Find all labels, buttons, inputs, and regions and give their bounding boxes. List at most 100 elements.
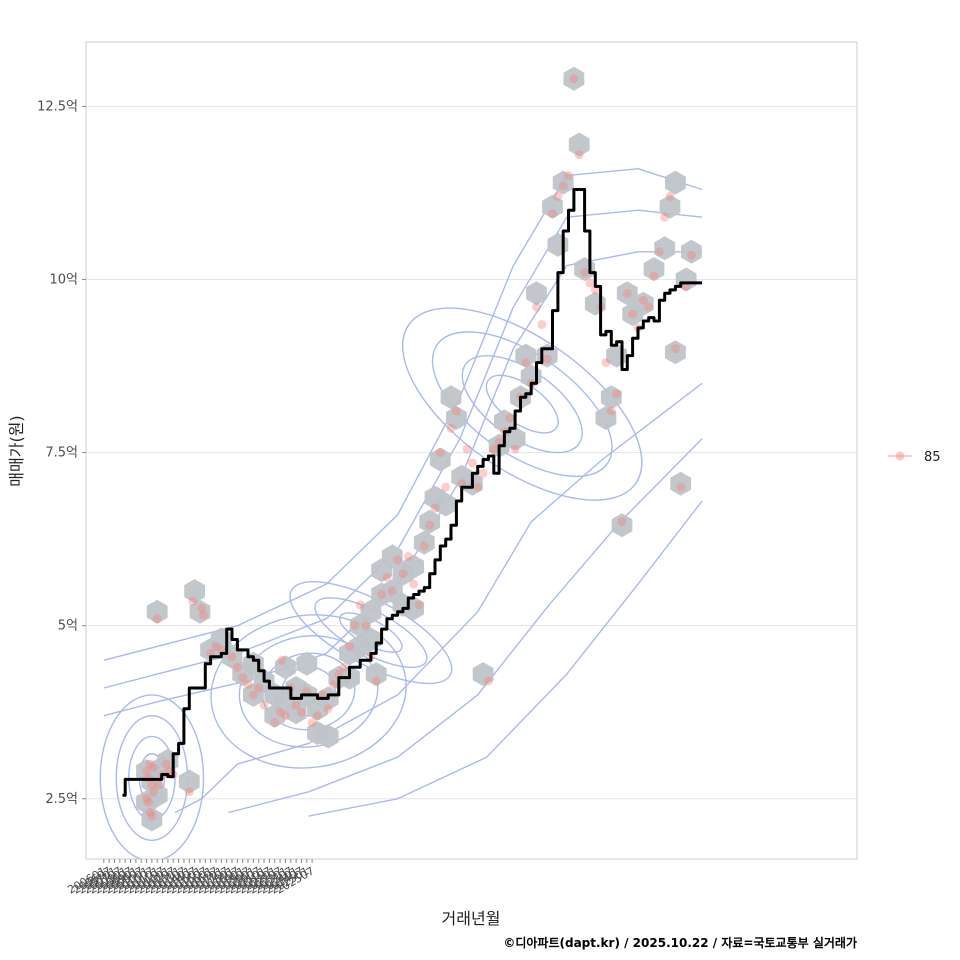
hexbin (435, 492, 457, 517)
hexbin (275, 655, 296, 680)
data-point (296, 707, 306, 717)
hexbin (440, 385, 462, 410)
hexbin (413, 530, 435, 555)
data-point (441, 482, 451, 492)
data-point (312, 711, 322, 721)
hexbin (563, 66, 585, 91)
data-point (435, 448, 445, 458)
hexbin (654, 236, 676, 261)
hexbin (665, 340, 686, 365)
data-point (548, 209, 558, 219)
hexbin (600, 385, 622, 410)
hexbin (542, 194, 563, 219)
hexbin (665, 170, 686, 195)
data-point (339, 662, 349, 672)
data-point (489, 444, 499, 454)
hexbin (146, 783, 168, 808)
data-point (537, 319, 547, 329)
hexbin (146, 599, 168, 624)
data-point (638, 295, 648, 305)
data-point (280, 711, 290, 721)
data-point (152, 614, 162, 624)
x-axis: 2006012006072007012007072008012008072009… (65, 859, 317, 897)
data-point (409, 579, 419, 589)
data-point (676, 482, 686, 492)
data-point (531, 302, 541, 312)
data-point (686, 250, 696, 260)
panel-border (85, 41, 858, 860)
data-point (574, 150, 584, 160)
data-point (521, 358, 531, 368)
data-point (199, 610, 209, 620)
hexbin (472, 662, 494, 687)
data-point (243, 680, 253, 690)
data-point (270, 718, 280, 728)
data-point (553, 191, 563, 201)
hexbin (178, 769, 200, 794)
data-point (142, 766, 152, 776)
data-point (382, 572, 392, 582)
data-point (147, 780, 157, 790)
hexbin (643, 257, 665, 282)
data-point (670, 344, 680, 354)
hexbin (681, 239, 702, 264)
data-point (510, 444, 520, 454)
hexbin (526, 281, 547, 306)
data-point (149, 787, 159, 797)
data-point (254, 683, 264, 693)
data-point (451, 406, 461, 416)
data-point (612, 389, 622, 399)
data-point (644, 302, 654, 312)
data-point (161, 759, 171, 769)
data-point (483, 676, 493, 686)
hexbin (429, 447, 451, 472)
data-point (238, 673, 248, 683)
data-point (569, 74, 579, 84)
data-point (154, 780, 164, 790)
data-point (371, 676, 381, 686)
data-point (142, 794, 152, 804)
density-contour (103, 168, 703, 661)
data-point (462, 444, 472, 454)
data-point (248, 690, 258, 700)
hexbin (419, 509, 440, 534)
data-point (606, 406, 616, 416)
data-point (350, 621, 360, 631)
legend: 85 (888, 450, 941, 465)
y-tick-label: 5억 (58, 619, 78, 634)
density-contour (308, 500, 703, 817)
data-point (425, 520, 435, 530)
hexbin (403, 554, 424, 579)
hexbin (659, 194, 681, 219)
median-line-layer (122, 188, 703, 797)
y-axis: 2.5억 5억 7.5억 10억 12.5억 (37, 99, 86, 807)
data-point (542, 354, 552, 364)
data-point (259, 700, 269, 710)
hexbin (552, 170, 574, 195)
hexbin (515, 343, 537, 368)
data-point (601, 358, 611, 368)
data-point (446, 423, 456, 433)
data-point (188, 596, 198, 606)
y-tick-label: 10억 (49, 272, 78, 287)
hexbin (446, 406, 467, 430)
hexbin (632, 291, 654, 316)
density-contour (174, 382, 703, 814)
hexbin (670, 471, 692, 496)
legend-key-point (895, 451, 905, 461)
hexbin (184, 579, 205, 604)
data-point (660, 212, 670, 222)
data-point (145, 759, 155, 769)
data-point (291, 700, 301, 710)
y-tick-label: 7.5억 (45, 446, 78, 461)
data-point (558, 181, 568, 191)
data-point (393, 555, 403, 565)
hexbin (141, 807, 163, 832)
data-point (145, 808, 155, 818)
data-point (232, 662, 242, 672)
legend-label: 85 (924, 450, 941, 465)
data-point (419, 541, 429, 551)
y-axis-title: 매매가(원) (7, 415, 26, 486)
data-point (147, 811, 157, 821)
